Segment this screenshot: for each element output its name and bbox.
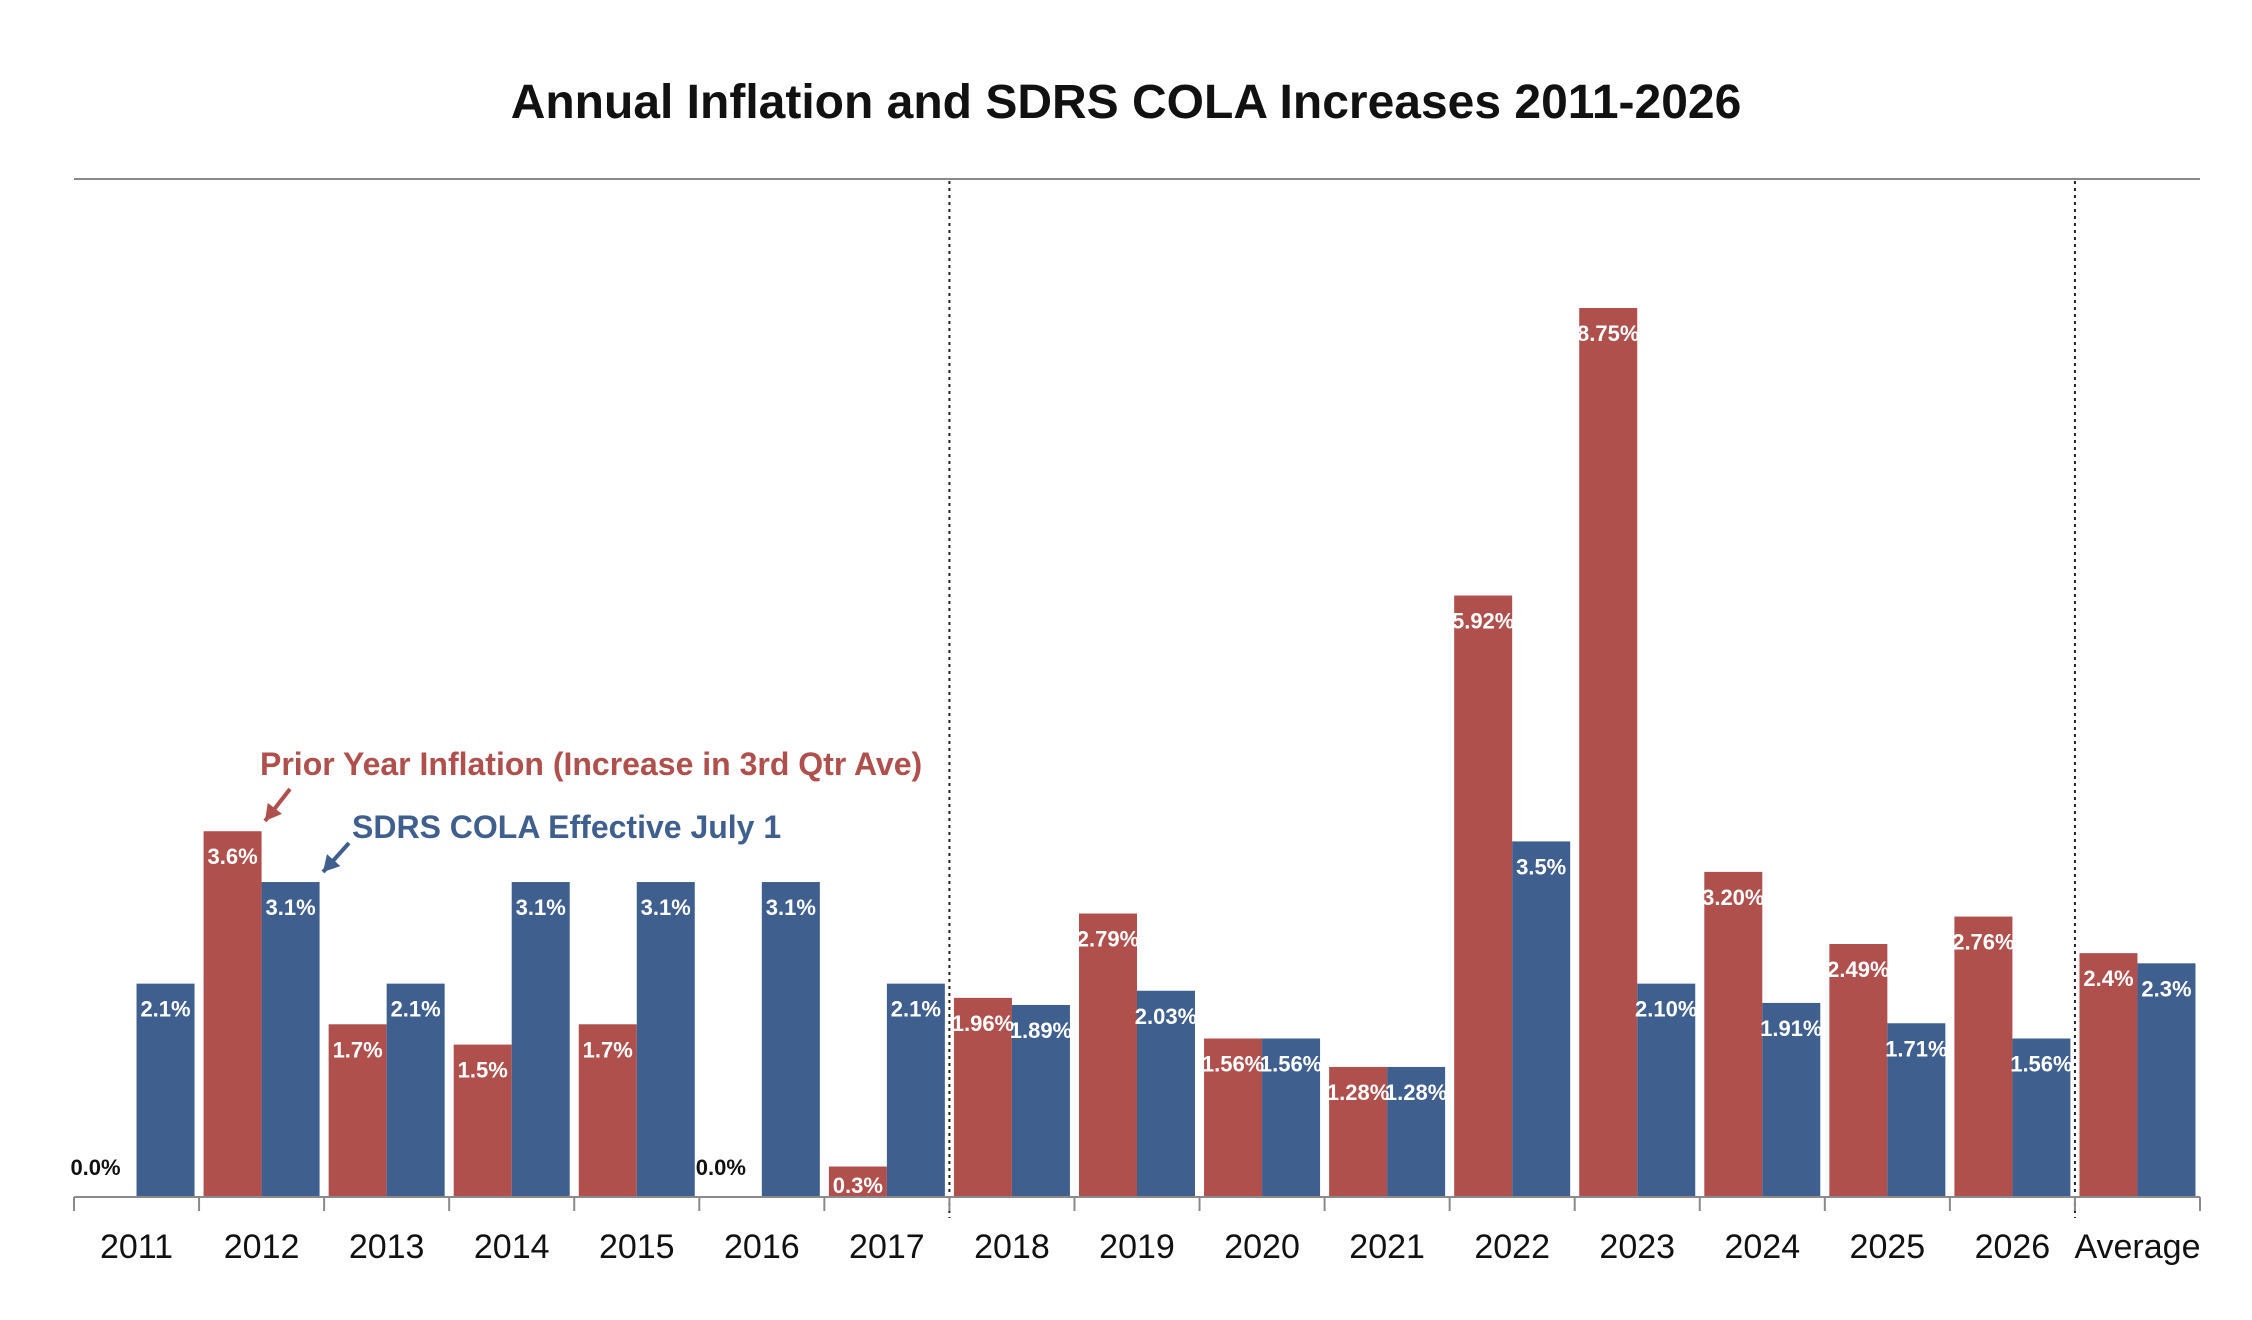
x-tick-label: 2023 [1599,1228,1675,1266]
x-tick-label: 2020 [1224,1228,1300,1266]
inflation-data-label: 0.0% [70,1155,120,1180]
cola-bar [636,882,695,1197]
inflation-bar [453,1044,512,1197]
x-tick-label: 2019 [1099,1228,1175,1266]
inflation-data-label: 2.76% [1952,930,2014,955]
inflation-bar [953,997,1012,1197]
x-tick-label: Average [2074,1228,2200,1266]
inflation-data-label: 1.56% [1202,1052,1264,1077]
inflation-data-label: 0.3% [833,1173,883,1198]
inflation-data-label: 2.4% [2083,966,2133,991]
cola-data-label: 2.3% [2141,976,2191,1001]
inflation-data-label: 1.7% [333,1037,383,1062]
x-tick-label: 2017 [849,1228,925,1266]
cola-bar [511,882,570,1197]
inflation-bar [1454,595,1513,1197]
inflation-bar [578,1024,637,1197]
cola-bar [1262,1038,1321,1197]
cola-bar [1387,1066,1446,1197]
cola-bar [1637,983,1696,1197]
inflation-data-label: 1.5% [458,1058,508,1083]
inflation-bar [1204,1038,1263,1197]
inflation-data-label: 2.49% [1827,957,1889,982]
cola-bar [886,983,945,1197]
cola-bar [1887,1023,1946,1197]
cola-data-label: 3.1% [516,895,566,920]
cola-arrow-icon [321,841,351,874]
cola-data-label: 2.1% [140,997,190,1022]
inflation-data-label: 2.79% [1077,927,1139,952]
cola-data-label: 2.1% [391,997,441,1022]
cola-bar [2137,963,2196,1197]
cola-data-label: 3.1% [641,895,691,920]
cola-data-label: 2.10% [1635,997,1697,1022]
inflation-bar [1829,944,1888,1197]
inflation-data-label: 8.75% [1577,321,1639,346]
cola-bar [1137,990,1195,1197]
inflation-bar [2079,953,2138,1197]
inflation-arrow-icon [263,787,292,823]
cola-bar [386,983,445,1197]
inflation-bar [1329,1066,1388,1197]
cola-bar [261,882,320,1197]
cola-data-label: 1.89% [1010,1018,1072,1043]
x-tick-label: 2025 [1850,1228,1926,1266]
x-tick-label: 2018 [974,1228,1050,1266]
x-tick-label: 2011 [100,1228,173,1266]
x-tick-label: 2016 [724,1228,800,1266]
cola-data-label: 1.56% [1260,1052,1322,1077]
cola-bar [136,983,195,1197]
x-tick-label: 2021 [1349,1228,1425,1266]
inflation-bar [1954,916,2013,1197]
cola-bar [1512,841,1571,1197]
cola-bar [2012,1038,2071,1197]
x-tick-label: 2024 [1724,1228,1800,1266]
inflation-data-label: 0.0% [696,1155,746,1180]
x-tick-label: 2022 [1474,1228,1550,1266]
x-tick-label: 2012 [224,1228,300,1266]
chart-title: Annual Inflation and SDRS COLA Increases… [511,76,1742,129]
cola-data-label: 2.03% [1135,1004,1197,1029]
cola-data-label: 1.56% [2010,1052,2072,1077]
cola-annotation: SDRS COLA Effective July 1 [352,809,781,845]
cola-data-label: 1.28% [1385,1080,1447,1105]
cola-bar [1762,1002,1821,1197]
inflation-bar [1579,308,1638,1197]
cola-data-label: 3.5% [1516,854,1566,879]
inflation-bar [328,1024,387,1197]
cola-data-label: 1.91% [1760,1016,1822,1041]
inflation-data-label: 1.96% [952,1011,1014,1036]
inflation-data-label: 1.7% [583,1037,633,1062]
x-tick-label: 2014 [474,1228,550,1266]
inflation-bar [1704,871,1763,1197]
cola-bar [761,882,820,1197]
cola-data-label: 3.1% [266,895,316,920]
x-tick-label: 2015 [599,1228,675,1266]
inflation-annotation: Prior Year Inflation (Increase in 3rd Qt… [260,746,922,782]
inflation-bar [828,1166,887,1197]
cola-bar [1011,1004,1070,1197]
inflation-bar [203,831,262,1197]
inflation-data-label: 3.6% [208,844,258,869]
inflation-data-label: 3.20% [1702,885,1764,910]
x-tick-label: 2026 [1975,1228,2051,1266]
x-tick-label: 2013 [349,1228,425,1266]
cola-data-label: 2.1% [891,997,941,1022]
cola-data-label: 3.1% [766,895,816,920]
cola-data-label: 1.71% [1885,1036,1947,1061]
inflation-bar [1079,913,1137,1197]
inflation-data-label: 5.92% [1452,609,1514,634]
inflation-data-label: 1.28% [1327,1080,1389,1105]
